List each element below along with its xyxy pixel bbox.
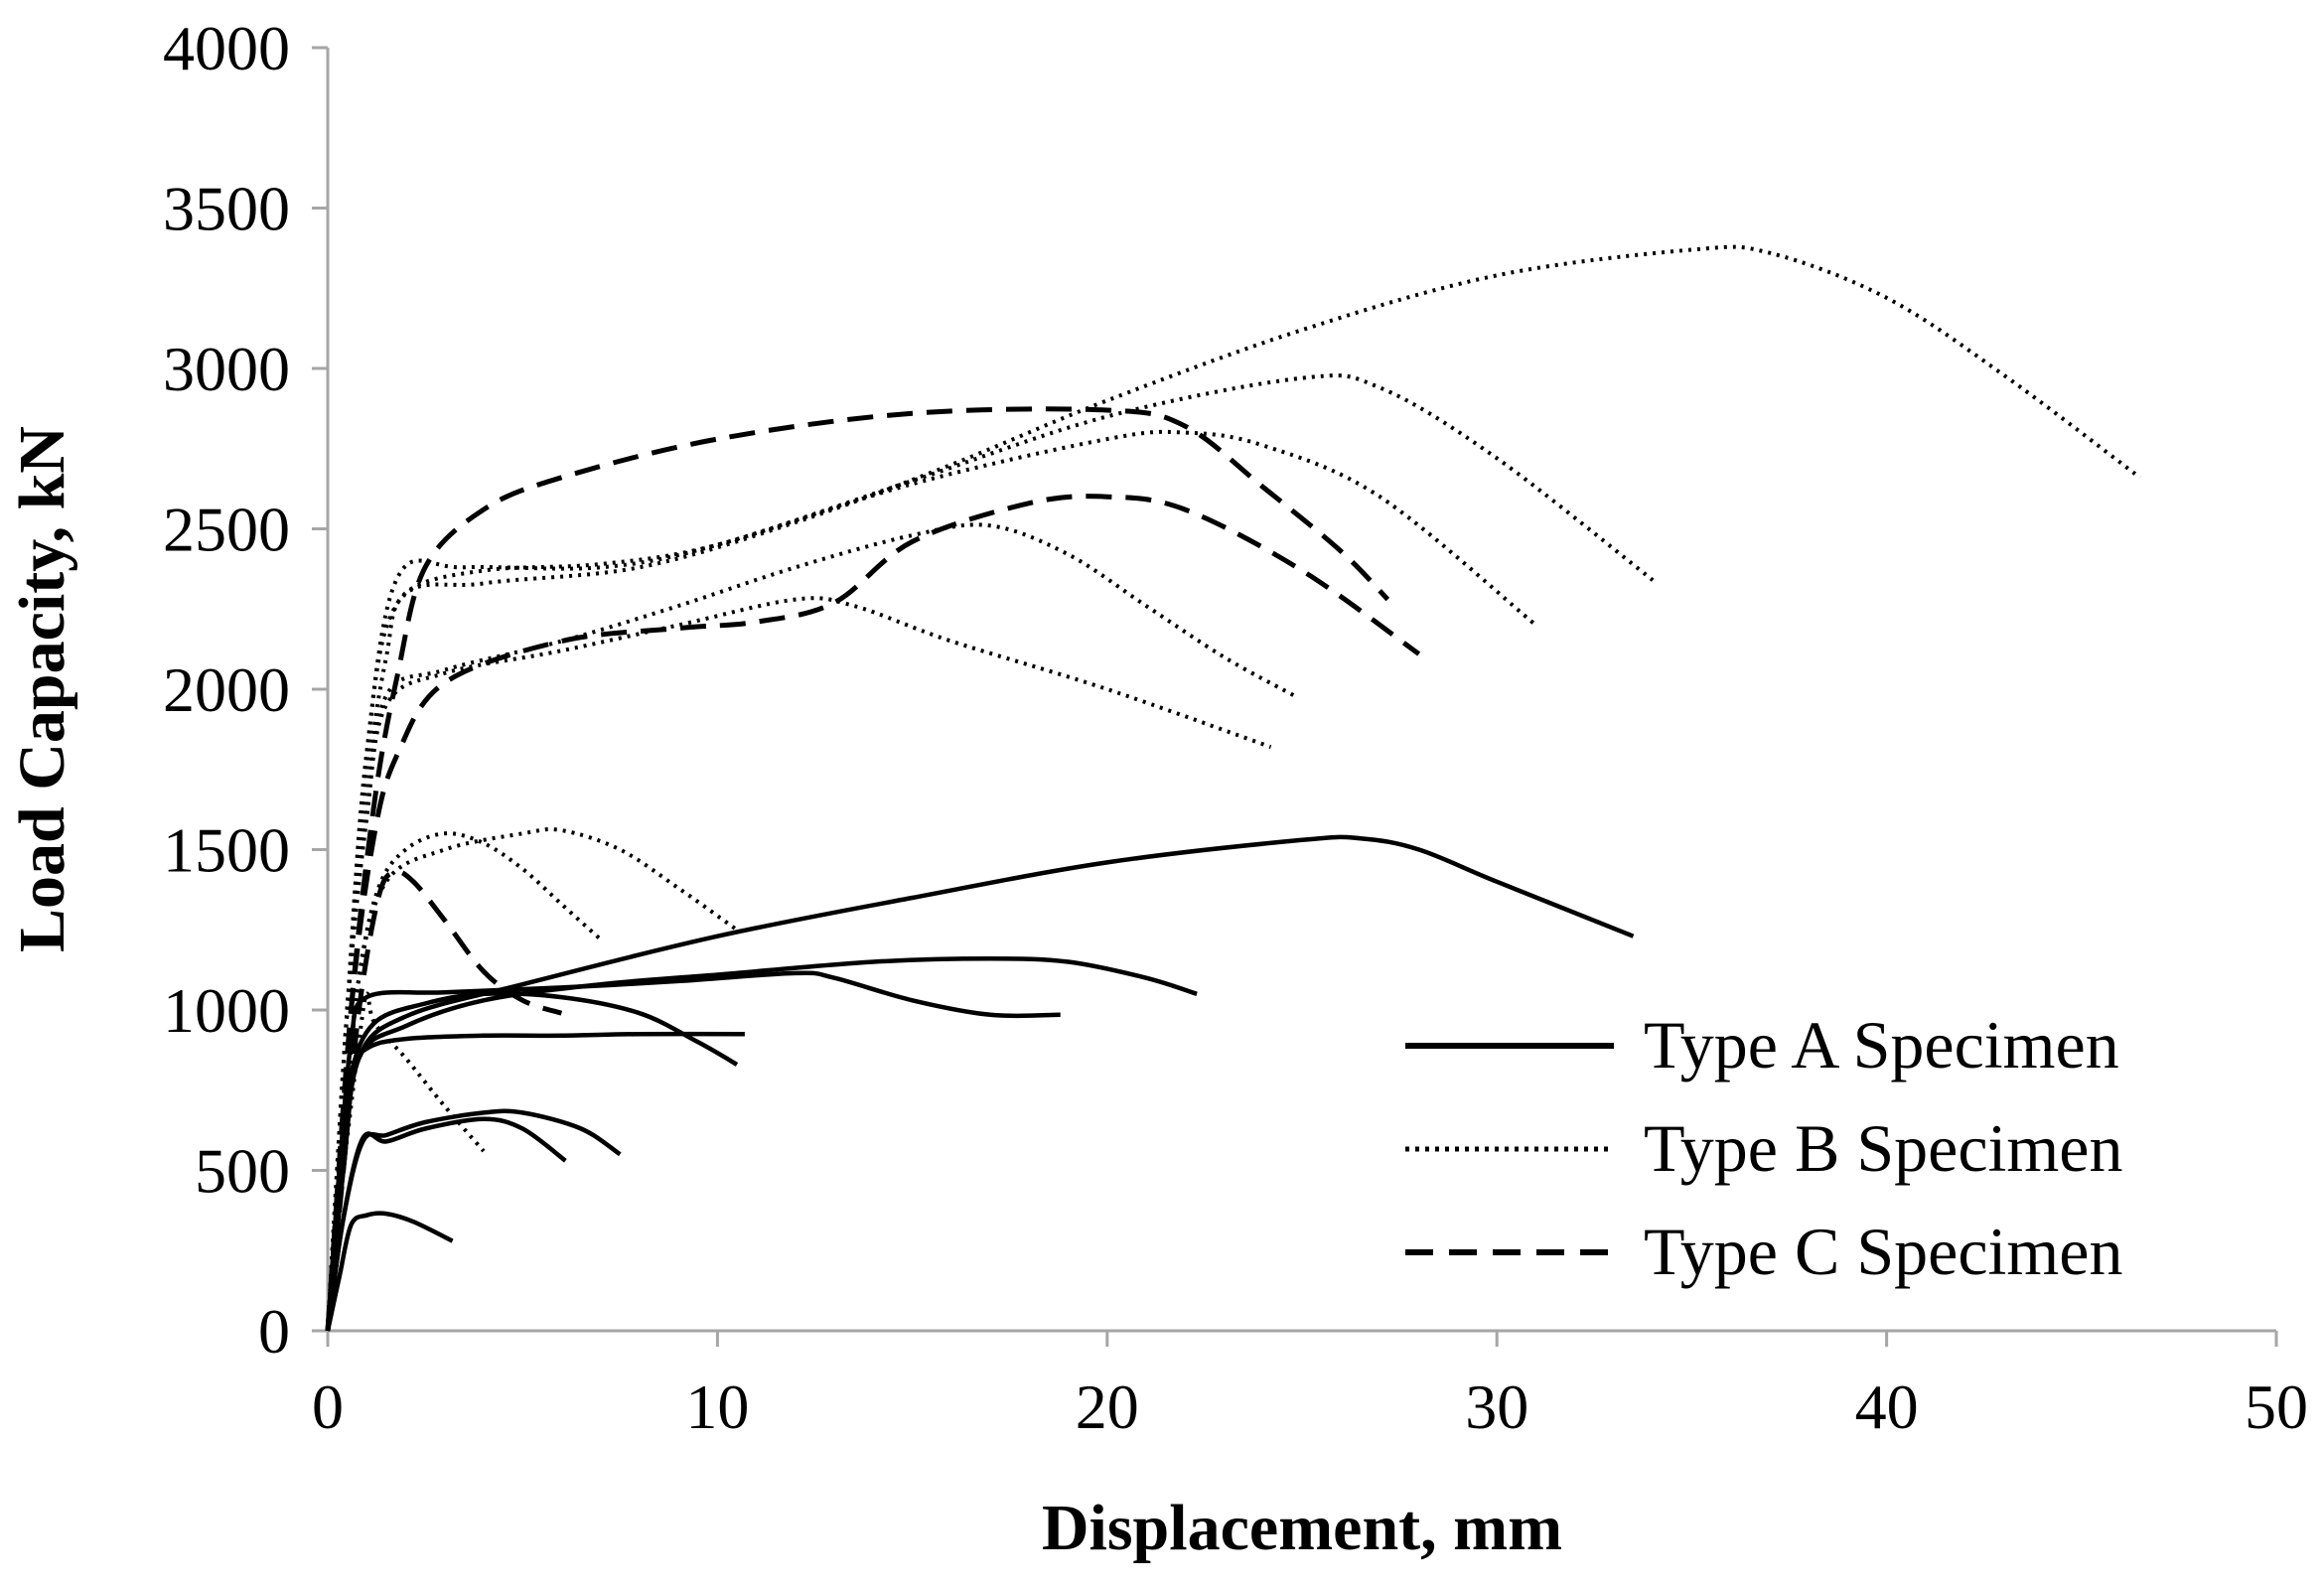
- series-line-dotted-12: [326, 522, 1296, 1332]
- y-tick-label: 1000: [163, 975, 290, 1046]
- y-tick-label: 2000: [163, 654, 290, 725]
- y-tick-label: 500: [195, 1136, 290, 1207]
- series-line-solid-0: [325, 1211, 454, 1332]
- x-tick-labels: 0 10 20 30 40 50: [312, 1371, 2308, 1442]
- x-axis-title: Displacement, mm: [1042, 1492, 1562, 1564]
- curves: [325, 244, 2141, 1332]
- legend-label-type-c: Type C Specimen: [1644, 1214, 2122, 1289]
- series-line-solid-4: [325, 991, 739, 1332]
- y-tick-labels: 0 500 1000 1500 2000 2500 3000 3500 4000: [163, 13, 290, 1367]
- series-line-solid-5: [325, 970, 1061, 1332]
- x-tick-label: 20: [1076, 1371, 1139, 1442]
- series-line-solid-7: [325, 834, 1635, 1332]
- y-tick-label: 3500: [163, 174, 290, 244]
- x-tick-label: 50: [2245, 1371, 2308, 1442]
- series-line-dotted-13: [326, 429, 1537, 1332]
- y-axis-title: Load Capacity, kN: [6, 426, 78, 952]
- y-tick-label: 3000: [163, 334, 290, 404]
- series-line-dashed-16: [325, 868, 563, 1332]
- y-tick-label: 0: [258, 1296, 290, 1367]
- x-tick-label: 30: [1465, 1371, 1528, 1442]
- series-line-dotted-10: [326, 827, 739, 1332]
- series-line-dotted-11: [326, 596, 1272, 1332]
- x-tick-label: 0: [312, 1371, 344, 1442]
- series-line-solid-3: [325, 1031, 745, 1332]
- legend-label-type-b: Type B Specimen: [1644, 1110, 2122, 1186]
- legend: Type A Specimen Type B Specimen Type C S…: [1405, 1007, 2122, 1289]
- x-tick-marks: [326, 1331, 2278, 1347]
- series-line-dashed-17: [325, 494, 1421, 1332]
- x-tick-label: 40: [1855, 1371, 1919, 1442]
- series-line-solid-6: [325, 956, 1198, 1332]
- legend-label-type-a: Type A Specimen: [1644, 1007, 2119, 1083]
- y-tick-label: 2500: [163, 495, 290, 565]
- y-tick-marks: [312, 46, 328, 1333]
- series-line-dotted-14: [326, 373, 1655, 1332]
- series-line-solid-2: [325, 1108, 622, 1332]
- series-line-solid-1: [325, 1116, 567, 1332]
- y-tick-label: 1500: [163, 815, 290, 886]
- x-tick-label: 10: [685, 1371, 749, 1442]
- y-tick-label: 4000: [163, 13, 290, 83]
- series-line-dotted-9: [326, 831, 603, 1332]
